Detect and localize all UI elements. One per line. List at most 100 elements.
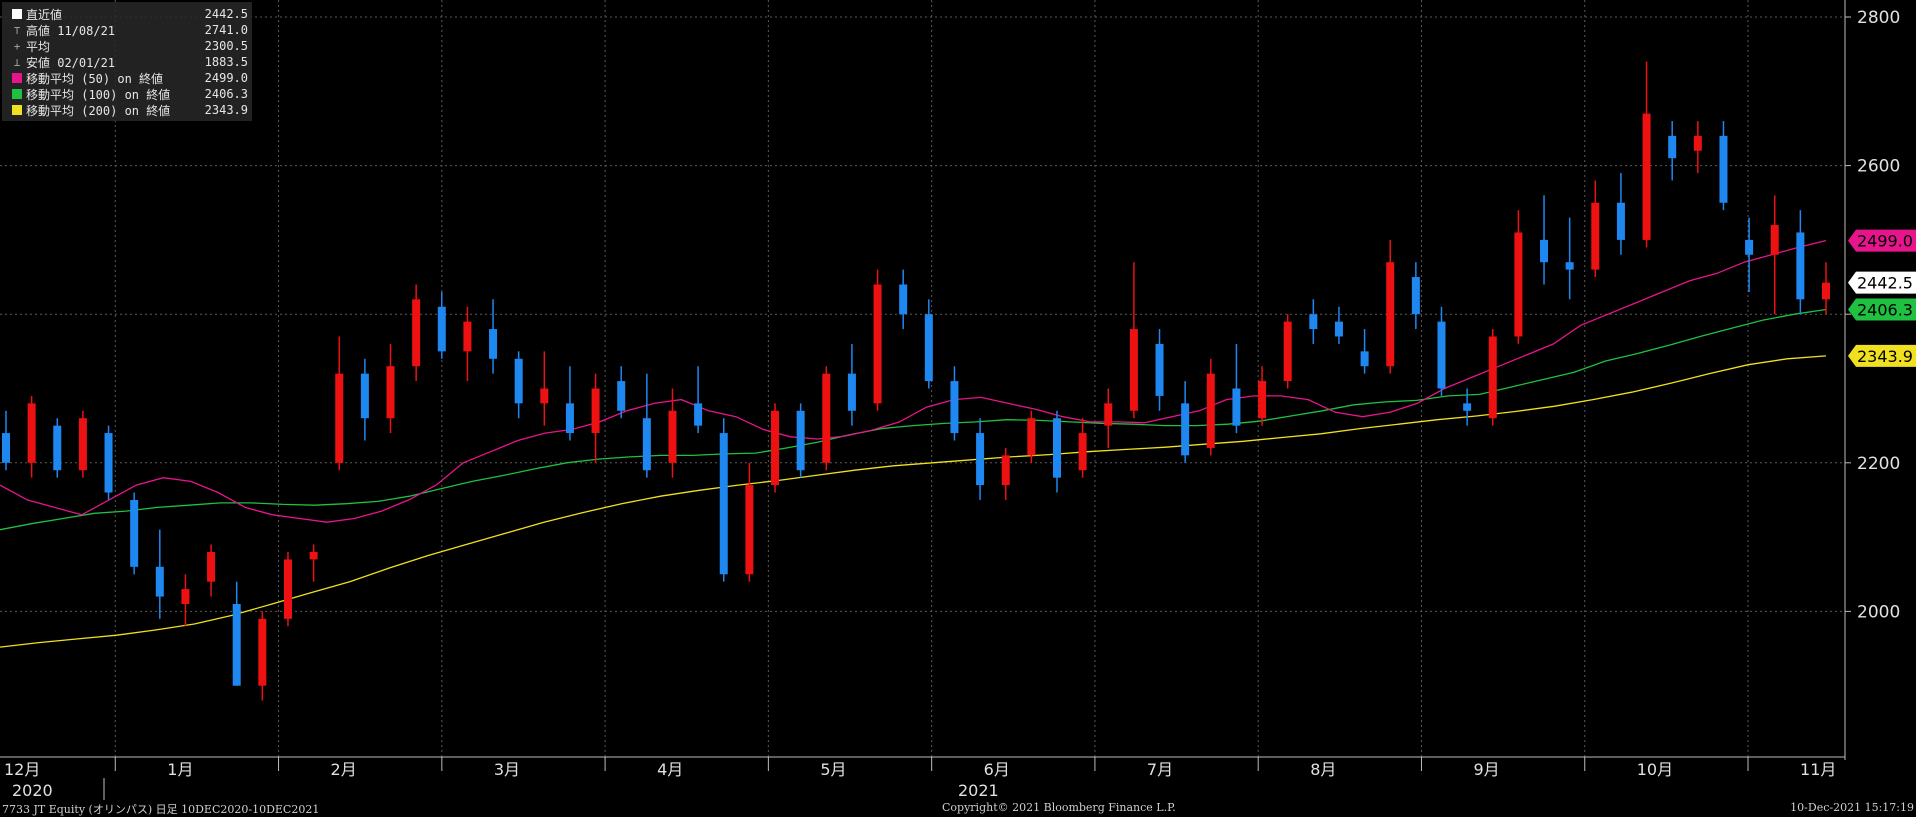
legend-value: 2741.0 bbox=[204, 23, 248, 37]
candle bbox=[258, 611, 267, 701]
candle-body bbox=[1334, 321, 1343, 337]
candle-body bbox=[796, 410, 805, 471]
candle bbox=[412, 284, 421, 382]
candle-body bbox=[694, 403, 703, 426]
legend-label: 安値 02/01/21 bbox=[26, 55, 116, 70]
candle bbox=[283, 551, 292, 627]
candle bbox=[1437, 306, 1446, 396]
candle bbox=[155, 529, 164, 619]
candle-body bbox=[822, 373, 831, 463]
candle-body bbox=[1565, 262, 1574, 270]
candle bbox=[668, 388, 677, 478]
candle-body bbox=[1796, 232, 1805, 300]
x-month-label: 1月 bbox=[167, 760, 193, 779]
candle bbox=[1052, 410, 1061, 493]
candle-body bbox=[1770, 225, 1779, 255]
x-month-label: 8月 bbox=[1310, 760, 1336, 779]
x-month-label: 10月 bbox=[1637, 760, 1673, 779]
tag-label: 2406.3 bbox=[1857, 301, 1913, 320]
last-value-tag: 2343.9 bbox=[1848, 344, 1916, 367]
candle-body bbox=[1155, 343, 1164, 396]
candle bbox=[1258, 366, 1267, 426]
candle bbox=[1616, 173, 1625, 255]
candle bbox=[1591, 180, 1600, 278]
tag-label: 2499.0 bbox=[1857, 232, 1913, 251]
candle-body bbox=[540, 388, 549, 404]
legend: 直近値 2442.5 ⊤ 高値 11/08/21 2741.0 + 平均 2300.5 ⊥ 安値 … bbox=[2, 2, 252, 121]
candle bbox=[617, 366, 626, 419]
candle-body bbox=[1309, 314, 1318, 330]
legend-label: 直近値 bbox=[26, 7, 63, 22]
candle bbox=[181, 574, 190, 627]
candle bbox=[27, 395, 36, 478]
candle-body bbox=[1232, 388, 1241, 426]
candle-body bbox=[181, 589, 190, 604]
candle-body bbox=[976, 433, 985, 486]
candle-body bbox=[1822, 282, 1830, 300]
legend-item: + 平均 2300.5 bbox=[6, 38, 248, 54]
candle bbox=[1027, 410, 1036, 463]
legend-item: 移動平均 (100) on 終値 2406.3 bbox=[6, 86, 248, 102]
legend-label: 平均 bbox=[26, 39, 51, 54]
candle-body bbox=[899, 284, 908, 315]
candle-body bbox=[1514, 232, 1523, 337]
candle bbox=[822, 366, 831, 471]
ma200-line bbox=[0, 355, 1827, 648]
candle bbox=[1463, 388, 1472, 426]
candle bbox=[207, 544, 216, 597]
candle bbox=[309, 544, 318, 582]
x-month-label: 9月 bbox=[1473, 760, 1499, 779]
candle-body bbox=[1283, 321, 1292, 382]
candle-body bbox=[591, 388, 600, 434]
candle bbox=[1155, 329, 1164, 411]
candle bbox=[1334, 306, 1343, 344]
x-month-label: 7月 bbox=[1147, 760, 1173, 779]
candle-body bbox=[1052, 418, 1061, 478]
x-month-label: 6月 bbox=[984, 760, 1010, 779]
candle bbox=[1360, 329, 1369, 374]
ma50-line bbox=[0, 239, 1827, 523]
candle-body bbox=[78, 418, 87, 471]
candle-body bbox=[1437, 321, 1446, 389]
candle bbox=[514, 351, 523, 419]
x-year-label: 2020 bbox=[12, 781, 53, 800]
candle bbox=[899, 269, 908, 330]
legend-swatch bbox=[12, 9, 22, 19]
candle bbox=[2, 410, 10, 471]
last-value-tag: 2442.5 bbox=[1848, 271, 1916, 294]
candle-body bbox=[642, 418, 651, 471]
candle bbox=[437, 291, 446, 359]
candle-body bbox=[1078, 433, 1087, 471]
candle-body bbox=[1206, 373, 1215, 448]
candle-body bbox=[232, 603, 241, 686]
candle bbox=[489, 299, 498, 374]
candle bbox=[924, 299, 933, 389]
candle-body bbox=[565, 403, 574, 434]
gridlines bbox=[0, 0, 1845, 757]
legend-label: 移動平均 (50) on 終値 bbox=[26, 71, 164, 86]
candle bbox=[642, 373, 651, 478]
y-tick-label: 2000 bbox=[1857, 602, 1900, 622]
candle bbox=[1411, 262, 1420, 330]
candle-body bbox=[1463, 403, 1472, 411]
candle bbox=[1770, 195, 1779, 315]
legend-glyph-icon: ⊥ bbox=[13, 55, 21, 69]
candle-body bbox=[514, 358, 523, 404]
candle bbox=[1668, 121, 1677, 181]
candle-body bbox=[771, 410, 780, 486]
last-value-tags: 2499.0 2442.5 2406.3 2343.9 bbox=[1848, 229, 1916, 367]
candle bbox=[1386, 239, 1395, 374]
candle bbox=[1309, 299, 1318, 344]
candle bbox=[1206, 358, 1215, 456]
candle bbox=[771, 403, 780, 493]
candle-body bbox=[130, 499, 139, 567]
legend-swatch bbox=[12, 73, 22, 83]
candle-body bbox=[489, 329, 498, 359]
candle bbox=[745, 462, 754, 582]
candle-body bbox=[207, 551, 216, 582]
legend-value: 2406.3 bbox=[204, 87, 248, 101]
candle bbox=[1565, 217, 1574, 300]
tag-background bbox=[1848, 298, 1916, 321]
candle-body bbox=[1591, 202, 1600, 270]
